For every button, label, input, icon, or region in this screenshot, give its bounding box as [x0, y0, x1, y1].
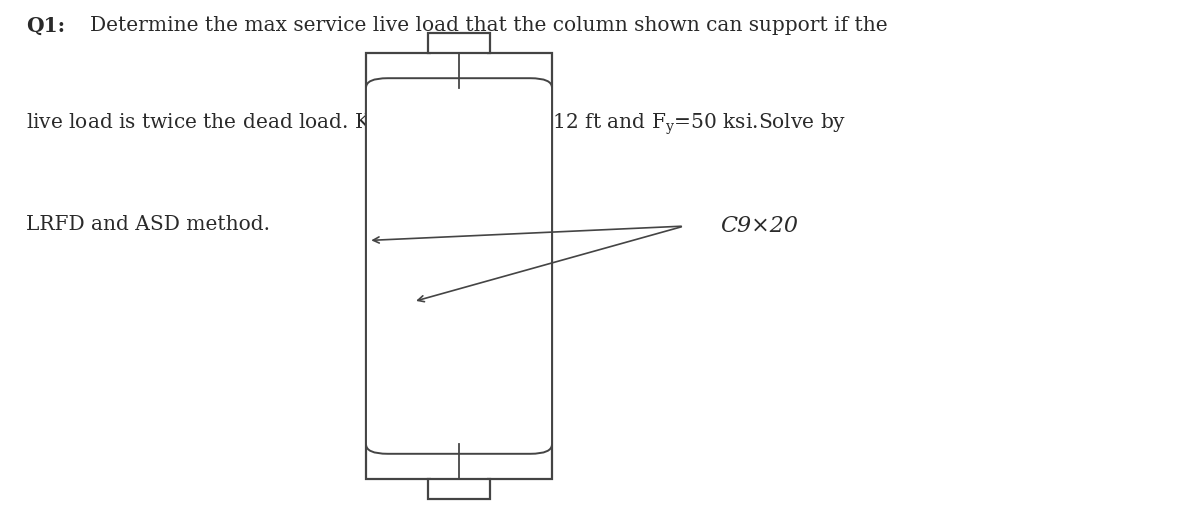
- Bar: [432, 477, 487, 483]
- Bar: [366, 53, 552, 479]
- Text: LRFD and ASD method.: LRFD and ASD method.: [26, 215, 270, 235]
- FancyBboxPatch shape: [366, 78, 552, 454]
- Bar: [427, 479, 490, 499]
- Bar: [432, 48, 487, 56]
- Text: C9×20: C9×20: [720, 215, 798, 237]
- Text: Determine the max service live load that the column shown can support if the: Determine the max service live load that…: [90, 16, 888, 35]
- Text: Q1:: Q1:: [26, 16, 66, 36]
- Text: live load is twice the dead load. $\mathregular{K_x}$ $\mathregular{L_x}$=18 ft,: live load is twice the dead load. $\math…: [26, 112, 847, 137]
- Bar: [427, 33, 490, 53]
